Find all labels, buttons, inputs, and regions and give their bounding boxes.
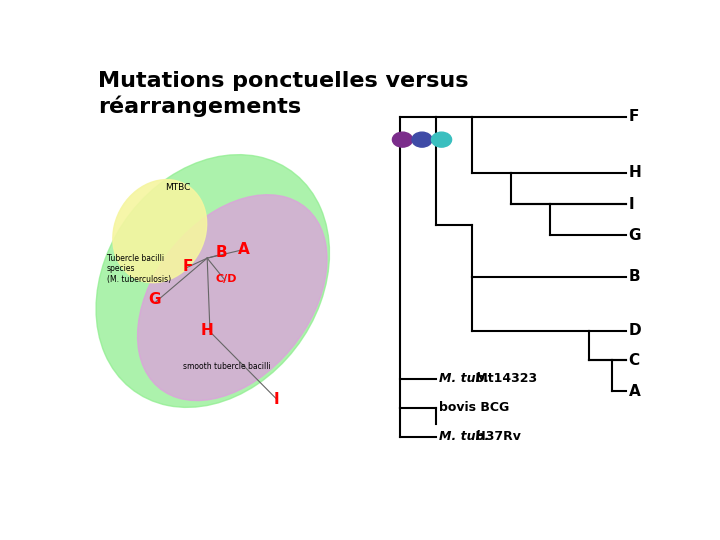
Ellipse shape bbox=[138, 195, 327, 401]
Text: H: H bbox=[629, 165, 642, 180]
Text: G: G bbox=[148, 292, 161, 307]
Text: F: F bbox=[182, 259, 193, 274]
Text: Mutations ponctuelles versus: Mutations ponctuelles versus bbox=[99, 71, 469, 91]
Text: H37Rv: H37Rv bbox=[471, 430, 521, 443]
Text: B: B bbox=[629, 269, 640, 285]
Text: Tubercle bacilli
species
(M. tuberculosis): Tubercle bacilli species (M. tuberculosi… bbox=[107, 254, 171, 284]
Text: D: D bbox=[629, 323, 641, 339]
Text: A: A bbox=[629, 384, 640, 399]
Text: F: F bbox=[629, 109, 639, 124]
Text: Mt14323: Mt14323 bbox=[471, 372, 537, 385]
Text: G: G bbox=[629, 228, 641, 243]
Text: réarrangements: réarrangements bbox=[99, 96, 302, 118]
Text: H: H bbox=[201, 323, 214, 339]
Text: B: B bbox=[215, 245, 227, 260]
Text: I: I bbox=[629, 197, 634, 212]
Text: smooth tubercle bacilli: smooth tubercle bacilli bbox=[183, 362, 271, 371]
Circle shape bbox=[431, 132, 451, 147]
Text: MTBC: MTBC bbox=[166, 183, 191, 192]
Text: I: I bbox=[274, 392, 280, 407]
Text: A: A bbox=[238, 242, 249, 258]
Text: C/D: C/D bbox=[216, 274, 238, 284]
Circle shape bbox=[392, 132, 413, 147]
Text: bovis BCG: bovis BCG bbox=[438, 401, 509, 414]
Text: M. tub.: M. tub. bbox=[438, 372, 489, 385]
Ellipse shape bbox=[96, 154, 330, 407]
Text: C: C bbox=[629, 353, 639, 368]
Circle shape bbox=[412, 132, 432, 147]
Ellipse shape bbox=[113, 180, 207, 282]
Text: M. tub.: M. tub. bbox=[438, 430, 489, 443]
